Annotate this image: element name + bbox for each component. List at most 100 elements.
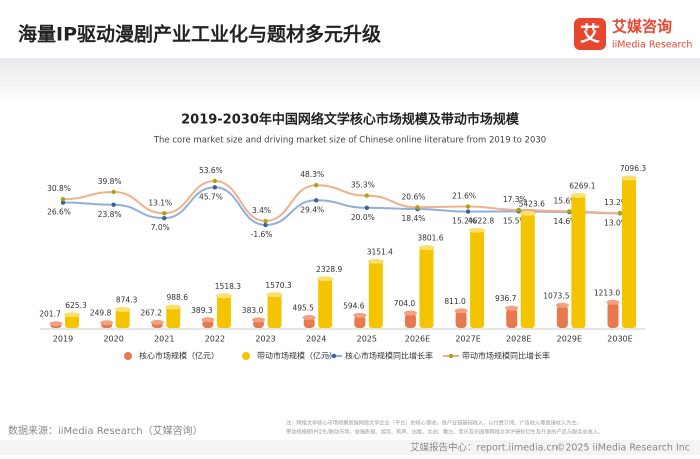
growth-dot — [111, 202, 116, 207]
driving-bar — [368, 261, 383, 328]
x-tick-label: 2020 — [103, 335, 123, 344]
x-tick-label: 2027E — [455, 335, 480, 344]
value-label: 53.6% — [199, 166, 223, 175]
bar-cap — [519, 210, 536, 216]
value-label: 7.0% — [151, 223, 170, 232]
bar-cap — [100, 320, 114, 326]
x-tick-label: 2023 — [255, 335, 275, 344]
growth-dot — [60, 200, 66, 205]
value-label: 1570.3 — [265, 281, 291, 290]
growth-dot — [212, 178, 218, 184]
legend-label: 带动市场规模（亿元） — [257, 351, 337, 361]
growth-dot — [162, 211, 167, 216]
bar-cap — [215, 293, 232, 299]
growth-dot — [313, 183, 319, 188]
x-tick-label: 2029E — [557, 335, 582, 344]
legend-label: 带动市场规模同比增长率 — [462, 351, 550, 361]
growth-dot — [415, 205, 420, 210]
value-label: 874.3 — [116, 296, 138, 305]
x-tick-label: 2021 — [154, 335, 174, 344]
logo-box — [574, 18, 606, 50]
driving-bar — [267, 294, 282, 328]
value-label: 3.4% — [252, 206, 271, 215]
growth-dot — [60, 196, 66, 202]
x-tick-label: 2022 — [205, 335, 225, 344]
value-label: 30.8% — [47, 184, 71, 193]
core-bar — [607, 302, 619, 328]
driving-bar — [520, 213, 535, 328]
bar-cap — [266, 292, 283, 298]
bar-cap — [505, 305, 519, 311]
value-label: 7096.3 — [620, 164, 646, 173]
value-label: 20.0% — [351, 213, 375, 222]
page-title: 海量IP驱动漫剧产业工业化与题材多元升级 — [18, 23, 381, 46]
value-label: 15.2% — [452, 217, 476, 226]
value-label: 23.8% — [98, 210, 122, 219]
bar-cap — [150, 319, 164, 325]
value-label: 15.6% — [553, 196, 577, 205]
growth-dot — [465, 204, 471, 209]
value-label: 936.7 — [495, 294, 517, 303]
value-label: 13.2% — [604, 198, 628, 207]
value-label: 383.0 — [242, 306, 264, 315]
driving-bar — [622, 178, 636, 328]
bar-cap — [165, 304, 182, 310]
growth-dot — [567, 209, 572, 214]
bar-cap — [418, 245, 435, 251]
value-label: 48.3% — [300, 170, 324, 179]
source: 数据来源：iiMedia Research（艾媒咨询） — [8, 424, 203, 437]
bar-cap — [367, 258, 384, 264]
value-label: 6269.1 — [569, 181, 595, 190]
value-label: 267.2 — [141, 308, 163, 317]
value-label: 4622.8 — [468, 216, 494, 225]
core-bar — [404, 313, 416, 328]
footer-center: 艾媒报告中心：report.iimedia.cn — [410, 442, 558, 454]
bar-cap — [469, 227, 486, 233]
bar-cap — [403, 310, 417, 316]
bar-cap — [64, 312, 80, 318]
bar-cap — [201, 317, 215, 323]
bar-cap — [353, 312, 367, 318]
legend-swatch — [124, 352, 132, 360]
driving-bar — [419, 247, 434, 328]
value-label: 13.1% — [148, 198, 172, 207]
value-label: 13.0% — [604, 218, 628, 227]
value-label: 39.8% — [98, 177, 122, 186]
value-label: 1073.5 — [543, 291, 569, 300]
value-label: 3151.4 — [367, 247, 393, 256]
footer-bar — [0, 440, 700, 455]
bar-cap — [555, 302, 569, 308]
value-label: 988.6 — [167, 293, 189, 302]
bar-cap — [302, 315, 316, 321]
value-label: 3801.6 — [417, 234, 443, 243]
value-label: 704.0 — [394, 299, 416, 308]
x-tick-label: 2019 — [53, 335, 73, 344]
growth-dot — [617, 211, 623, 216]
core-bar — [303, 317, 315, 328]
value-label: 21.6% — [452, 192, 476, 201]
logo-cn: 艾媒咨询 — [612, 18, 672, 36]
value-label: 811.0 — [444, 297, 466, 306]
value-label: 1518.3 — [215, 282, 241, 291]
value-label: 18.4% — [402, 214, 426, 223]
core-bar — [506, 308, 518, 328]
value-label: -1.6% — [251, 230, 273, 239]
value-label: 625.3 — [65, 301, 87, 310]
bar-cap — [252, 317, 266, 323]
growth-dot — [162, 215, 167, 221]
logo-mark: 艾 — [580, 22, 600, 46]
legend-swatch — [448, 353, 454, 359]
logo-en: iiMedia Research — [612, 40, 692, 51]
driving-bar — [166, 307, 181, 328]
value-label: 2328.9 — [316, 265, 342, 274]
header-band — [0, 58, 700, 103]
chart-title: 2019-2030年中国网络文学核心市场规模及带动市场规模 — [181, 112, 520, 128]
x-tick-label: 2030E — [607, 335, 632, 344]
x-tick-label: 2025 — [357, 335, 377, 344]
growth-dot — [364, 205, 370, 210]
chart-subtitle: The core market size and driving market … — [153, 136, 546, 146]
legend-swatch — [331, 353, 337, 359]
core-bar — [354, 315, 366, 328]
growth-dot — [364, 193, 370, 198]
